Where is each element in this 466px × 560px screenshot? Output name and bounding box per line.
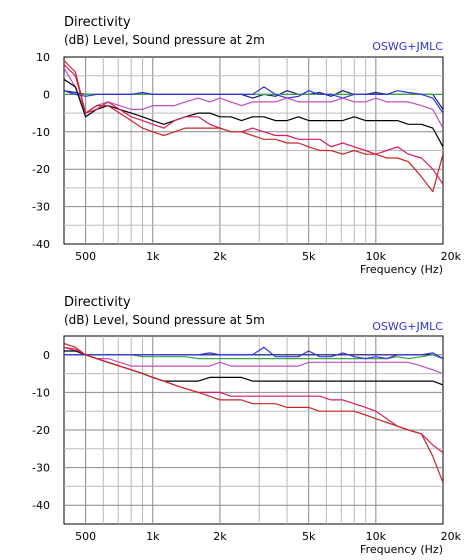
y-tick-label: -20 xyxy=(32,424,50,437)
y-tick-label: 0 xyxy=(43,349,50,362)
series-line xyxy=(64,60,443,193)
chart-title: Directivity xyxy=(64,295,131,310)
y-tick-label: -30 xyxy=(32,201,50,214)
x-tick-label: 500 xyxy=(75,250,96,263)
x-axis-label: Frequency (Hz) xyxy=(360,543,443,556)
y-tick-label: -30 xyxy=(32,462,50,475)
chart-subtitle: (dB) Level, Sound pressure at 2m xyxy=(64,33,265,47)
x-tick-label: 5k xyxy=(302,530,316,543)
x-tick-label: 500 xyxy=(75,530,96,543)
series-line xyxy=(64,64,443,185)
x-tick-label: 2k xyxy=(213,530,227,543)
x-tick-label: 1k xyxy=(146,250,160,263)
series-line xyxy=(64,78,443,148)
series-line xyxy=(64,342,443,483)
y-tick-label: 0 xyxy=(43,88,50,101)
x-axis-label: Frequency (Hz) xyxy=(360,263,443,276)
series-line xyxy=(64,350,443,386)
y-tick-label: -40 xyxy=(32,238,50,251)
chart-tag: OSWG+JMLC xyxy=(372,40,443,53)
chart-tag: OSWG+JMLC xyxy=(372,320,443,333)
y-tick-label: -40 xyxy=(32,499,50,512)
chart-subtitle: (dB) Level, Sound pressure at 5m xyxy=(64,313,265,327)
series-line xyxy=(64,346,443,375)
series-line xyxy=(64,67,443,129)
x-tick-label: 10k xyxy=(366,250,387,263)
directivity-chart-5m: Directivity (dB) Level, Sound pressure a… xyxy=(32,295,462,556)
y-tick-label: -10 xyxy=(32,126,50,139)
x-tick-label: 20k xyxy=(441,250,462,263)
y-tick-label: 10 xyxy=(36,51,50,64)
x-tick-label: 20k xyxy=(441,530,462,543)
chart-title: Directivity xyxy=(64,15,131,30)
x-tick-label: 1k xyxy=(146,530,160,543)
x-tick-label: 2k xyxy=(213,250,227,263)
directivity-chart-2m: Directivity (dB) Level, Sound pressure a… xyxy=(32,15,462,276)
series-line xyxy=(64,346,443,360)
y-tick-label: -20 xyxy=(32,163,50,176)
x-tick-label: 5k xyxy=(302,250,316,263)
series-line xyxy=(64,86,443,114)
y-tick-label: -10 xyxy=(32,386,50,399)
x-tick-label: 10k xyxy=(366,530,387,543)
